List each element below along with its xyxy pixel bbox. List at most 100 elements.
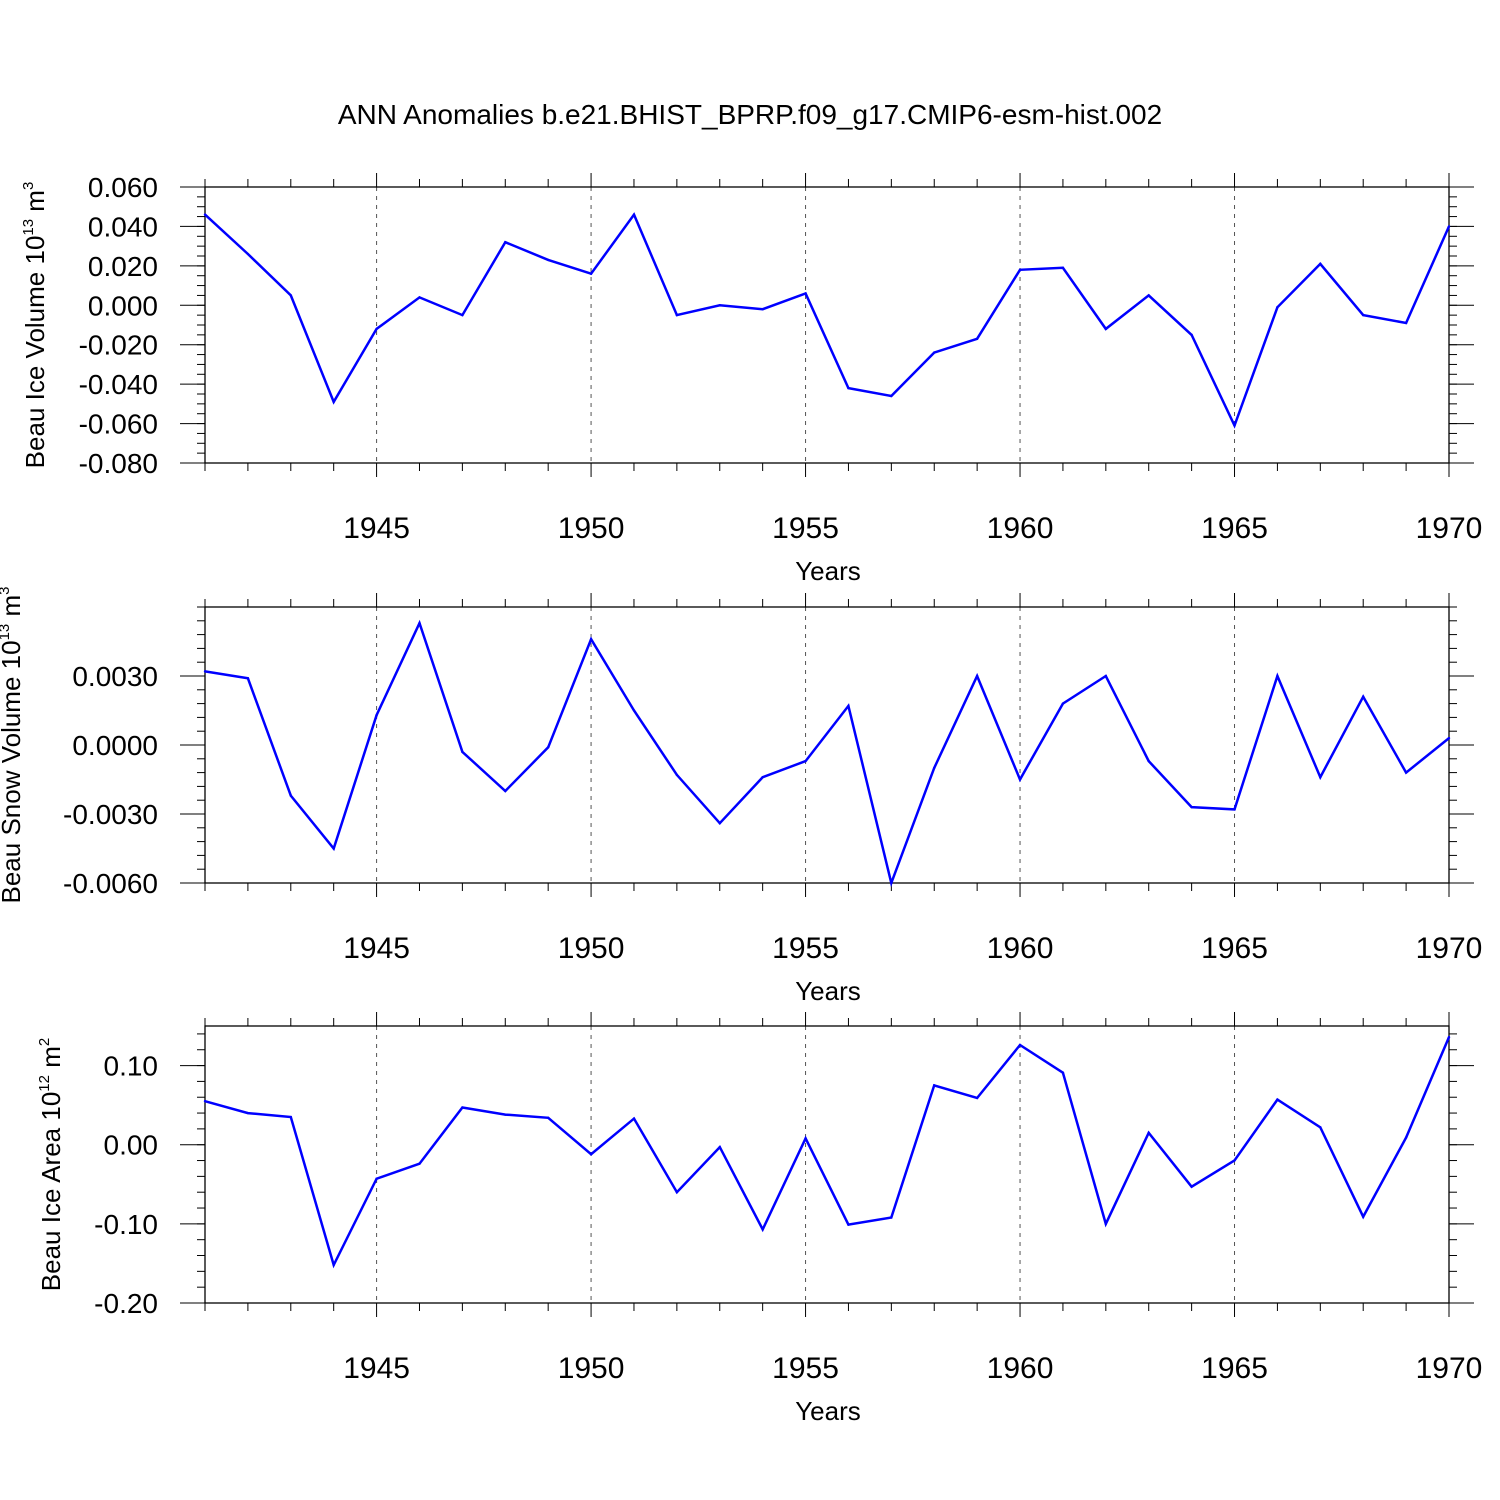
chart-panel-3: 0.10 0.00 -0.10 -0.20 1945 1950 1955 1960 1965 19… [36, 1012, 1482, 1426]
data-point [1018, 268, 1022, 271]
y-axis-title-unit-exponent: 2 [36, 1038, 53, 1046]
y-axis-title-unit: m [0, 595, 26, 624]
x-tick-label: 1955 [772, 512, 839, 545]
data-point [890, 394, 893, 398]
data-point [246, 677, 250, 680]
data-point [203, 1099, 207, 1103]
data-point [375, 1177, 378, 1180]
y-axis-title-unit: m [36, 1046, 66, 1075]
data-point [589, 638, 593, 641]
data-point [1447, 225, 1451, 228]
data-point [332, 1263, 335, 1267]
data-point [1276, 306, 1279, 309]
x-tick-label: 1965 [1201, 1352, 1268, 1385]
data-point [1404, 771, 1408, 774]
x-tick-label: 1965 [1201, 932, 1268, 965]
data-point [933, 1084, 936, 1087]
data-point [933, 766, 936, 770]
y-axis-title-main: Beau Ice Area 10 [36, 1092, 66, 1291]
y-tick-label: 0.0030 [72, 661, 158, 692]
data-point [289, 794, 292, 797]
y-tick-label: -0.0030 [63, 799, 158, 830]
data-point [1061, 1071, 1065, 1074]
x-tick-label: 1945 [343, 512, 410, 545]
data-point [546, 258, 550, 262]
y-tick-label: -0.10 [94, 1209, 158, 1240]
y-axis-title-unit: m [20, 190, 50, 219]
x-tick-label: 1960 [987, 512, 1054, 545]
data-point [1233, 1159, 1236, 1162]
y-axis-title-exponent: 12 [36, 1075, 53, 1092]
x-tick-label: 1945 [343, 1352, 410, 1385]
data-point [975, 674, 979, 678]
data-point [461, 750, 464, 754]
data-point [1147, 294, 1150, 297]
x-tick-label: 1960 [987, 932, 1054, 965]
y-axis-title-exponent: 13 [0, 624, 13, 641]
data-point [418, 1162, 421, 1165]
data-point [589, 272, 593, 275]
data-point [1447, 1035, 1451, 1039]
y-tick-label: 0.000 [88, 290, 158, 321]
x-tick-label: 1950 [558, 1352, 625, 1385]
data-point [289, 1115, 292, 1119]
x-tick-label: 1955 [772, 1352, 839, 1385]
figure-title: ANN Anomalies b.e21.BHIST_BPRP.f09_g17.C… [338, 99, 1162, 130]
data-point [847, 1223, 850, 1226]
x-tick-label: 1970 [1416, 1352, 1483, 1385]
x-axis-title: Years [795, 976, 861, 1006]
data-point [375, 713, 378, 717]
series-line [204, 212, 1451, 429]
plot-frame [204, 1025, 1450, 1304]
data-point [1104, 1222, 1108, 1226]
data-point [1404, 321, 1408, 325]
data-point [1404, 1136, 1408, 1139]
y-tick-label: 0.0000 [72, 730, 158, 761]
y-axis-title-unit-exponent: 3 [20, 182, 37, 190]
y-tick-label: -0.060 [79, 409, 158, 440]
data-point [1362, 1215, 1365, 1218]
series-line [204, 1036, 1451, 1269]
data-point [761, 1228, 764, 1231]
series-line [204, 619, 1450, 888]
chart-panel-2: 0.0030 0.0000 -0.0030 -0.0060 1945 1950 1955 19… [0, 587, 1482, 1007]
x-tick-label: 1970 [1416, 932, 1483, 965]
data-point [418, 621, 421, 625]
y-tick-label: -0.020 [79, 330, 158, 361]
data-point [632, 709, 636, 712]
data-point [761, 308, 764, 311]
y-tick-label: 0.020 [88, 251, 158, 282]
data-point [718, 822, 721, 825]
y-tick-label: -0.0060 [63, 868, 158, 899]
y-axis-title-main: Beau Snow Volume 10 [0, 640, 26, 903]
chart-panel-1: 0.060 0.040 0.020 0.000 -0.020 -0.040 -0.060 -0… [20, 172, 1482, 586]
data-point [890, 881, 893, 885]
data-point [1190, 333, 1193, 337]
data-point [1319, 1126, 1322, 1129]
data-point [1362, 313, 1365, 317]
plot-frame [204, 606, 1450, 884]
data-point [504, 1113, 507, 1116]
data-point [375, 327, 378, 331]
data-point [332, 400, 335, 404]
data-point [975, 337, 979, 340]
data-point [1104, 327, 1108, 331]
data-point [589, 1153, 593, 1156]
x-tick-label: 1950 [558, 512, 625, 545]
data-point [632, 1117, 636, 1120]
plot-frame [204, 186, 1450, 464]
y-axis-title-main: Beau Ice Volume 10 [20, 236, 50, 469]
data-point [1362, 695, 1365, 698]
y-tick-label: -0.20 [94, 1288, 158, 1319]
data-point [761, 776, 764, 779]
data-point [1276, 1098, 1279, 1101]
data-point [461, 313, 464, 317]
data-point [847, 704, 850, 708]
x-axis-title: Years [795, 556, 861, 586]
data-point [1233, 808, 1236, 811]
data-point [546, 1116, 550, 1120]
data-point [1447, 736, 1451, 740]
x-tick-label: 1970 [1416, 512, 1483, 545]
x-tick-label: 1945 [343, 932, 410, 965]
